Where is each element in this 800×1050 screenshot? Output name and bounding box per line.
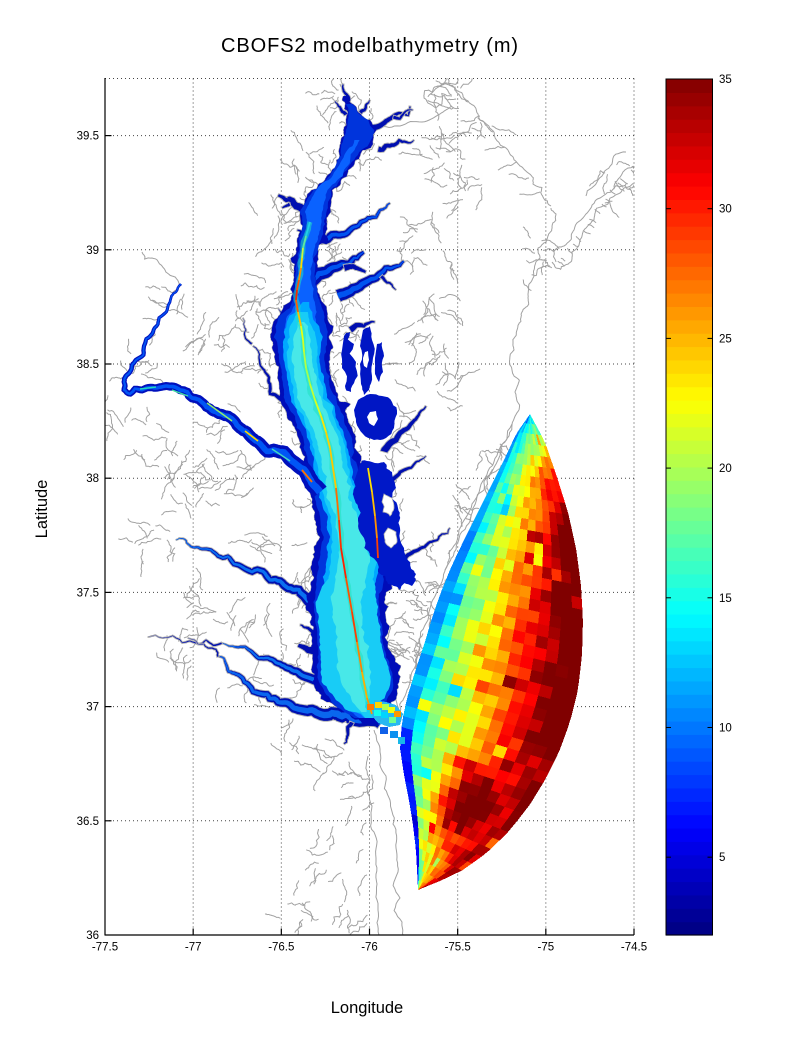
svg-text:-75: -75 [537,942,554,954]
svg-text:-75.5: -75.5 [445,942,471,954]
svg-text:10: 10 [719,722,732,734]
svg-text:CBOFS2 modelbathymetry (m): CBOFS2 modelbathymetry (m) [221,35,519,57]
svg-text:-76.5: -76.5 [268,942,294,954]
svg-text:15: 15 [719,593,732,605]
svg-text:36: 36 [86,930,99,942]
svg-text:37: 37 [86,702,99,714]
svg-text:-77.5: -77.5 [92,942,118,954]
svg-text:35: 35 [719,74,732,86]
svg-text:38.5: 38.5 [77,359,99,371]
svg-text:Latitude: Latitude [33,480,51,539]
svg-text:25: 25 [719,333,732,345]
svg-text:36.5: 36.5 [77,816,99,828]
svg-text:39.5: 39.5 [77,131,99,143]
svg-text:-77: -77 [185,942,202,954]
svg-text:-74.5: -74.5 [621,942,647,954]
svg-text:5: 5 [719,852,725,864]
svg-text:30: 30 [719,204,732,216]
svg-text:Longitude: Longitude [331,999,404,1017]
svg-text:38: 38 [86,473,99,485]
svg-text:-76: -76 [361,942,378,954]
svg-text:39: 39 [86,245,99,257]
svg-text:20: 20 [719,463,732,475]
svg-text:37.5: 37.5 [77,587,99,599]
